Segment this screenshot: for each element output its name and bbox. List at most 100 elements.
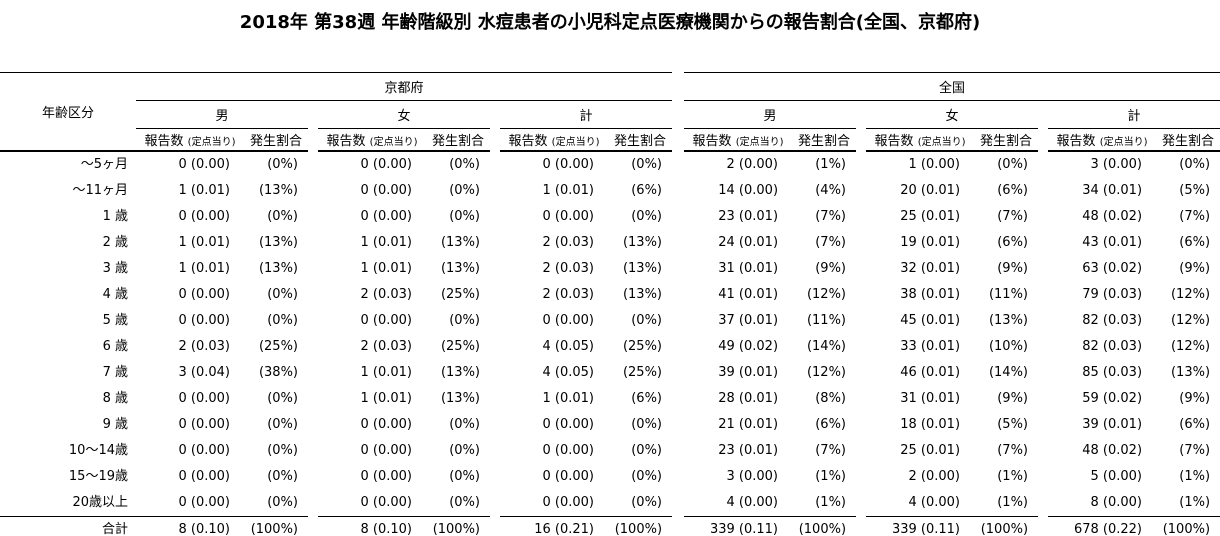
pct-cell: (100%) <box>974 516 1039 536</box>
pct-cell: (10%) <box>988 339 1029 354</box>
count-cell: 23 (0.01) <box>718 209 779 224</box>
pct-cell: (13%) <box>258 261 298 276</box>
table-row: 6 歳 2 (0.03) (25%) 2 (0.03) (25%) 4 (0.05) (25… <box>0 334 1220 360</box>
column-gap <box>490 282 500 308</box>
column-gap <box>308 517 318 536</box>
region-gap <box>672 412 684 438</box>
pct-cell: (0%) <box>449 469 480 484</box>
count-cell: 0 (0.00) <box>360 469 413 484</box>
count-cell: 39 (0.01) <box>718 365 779 380</box>
count-cell: 85 (0.03) <box>1082 365 1143 380</box>
region-gap <box>672 308 684 334</box>
column-gap <box>1038 129 1048 152</box>
age-cell: 15～19歳 <box>68 469 128 484</box>
count-cell: 21 (0.01) <box>718 417 779 432</box>
pct-cell: (0%) <box>267 391 298 406</box>
count-cell: 82 (0.03) <box>1082 313 1143 328</box>
sex-header-national-total: 計 <box>1048 100 1220 129</box>
pct-cell: (0%) <box>267 287 298 302</box>
sex-header-national-male: 男 <box>684 100 857 129</box>
column-gap <box>490 129 500 152</box>
count-cell: 1 (0.01) <box>178 235 231 250</box>
table-row: 8 歳 0 (0.00) (0%) 1 (0.01) (13%) 1 (0.01) (6%)… <box>0 386 1220 412</box>
metric-header-count: 報告数 (定点当り) <box>136 128 244 152</box>
age-cell: ～5ヶ月 <box>80 157 128 172</box>
column-gap <box>308 490 318 517</box>
table-row: ～11ヶ月 1 (0.01) (13%) 0 (0.00) (0%) 1 (0.01) (6… <box>0 178 1220 204</box>
pct-cell: (13%) <box>258 183 298 198</box>
count-cell: 0 (0.00) <box>360 417 413 432</box>
column-gap <box>856 386 866 412</box>
count-cell: 82 (0.03) <box>1082 339 1143 354</box>
count-cell: 25 (0.01) <box>900 209 961 224</box>
region-gap <box>672 438 684 464</box>
metric-header-count: 報告数 (定点当り) <box>1048 128 1157 152</box>
column-gap <box>490 334 500 360</box>
column-gap <box>856 464 866 490</box>
count-cell: 14 (0.00) <box>718 183 779 198</box>
column-gap <box>856 490 866 517</box>
pct-cell: (100%) <box>792 516 857 536</box>
pct-cell: (6%) <box>631 391 663 406</box>
region-gap <box>672 464 684 490</box>
pct-cell: (12%) <box>806 365 847 380</box>
count-cell: 1 (0.01) <box>360 235 413 250</box>
region-gap <box>672 360 684 386</box>
column-gap <box>1038 386 1048 412</box>
count-cell: 0 (0.00) <box>542 469 595 484</box>
pct-cell: (9%) <box>997 261 1029 276</box>
column-gap <box>856 334 866 360</box>
table-row: 15～19歳 0 (0.00) (0%) 0 (0.00) (0%) 0 (0.00) (0… <box>0 464 1220 490</box>
column-gap <box>1038 464 1048 490</box>
table-body: ～5ヶ月 0 (0.00) (0%) 0 (0.00) (0%) 0 (0.00) (0%)… <box>0 151 1220 536</box>
count-cell: 1 (0.01) <box>542 183 595 198</box>
count-cell: 0 (0.00) <box>178 391 231 406</box>
count-cell: 45 (0.01) <box>900 313 961 328</box>
count-cell: 2 (0.03) <box>542 235 595 250</box>
count-cell: 32 (0.01) <box>900 261 961 276</box>
metric-header-count: 報告数 (定点当り) <box>684 128 793 152</box>
count-cell: 3 (0.00) <box>1090 157 1143 172</box>
pct-cell: (14%) <box>806 339 847 354</box>
pct-cell: (8%) <box>815 391 847 406</box>
count-cell: 8 (0.10) <box>318 516 426 536</box>
count-cell: 2 (0.03) <box>542 261 595 276</box>
count-cell: 2 (0.00) <box>908 469 961 484</box>
age-cell: 6 歳 <box>102 339 128 354</box>
region-gap <box>672 151 684 178</box>
pct-cell: (0%) <box>449 209 480 224</box>
column-gap <box>490 438 500 464</box>
column-gap <box>490 151 500 178</box>
pct-cell: (13%) <box>258 235 298 250</box>
column-gap <box>308 308 318 334</box>
pct-cell: (7%) <box>997 443 1029 458</box>
column-gap <box>856 101 866 129</box>
pct-cell: (9%) <box>815 261 847 276</box>
count-cell: 0 (0.00) <box>542 417 595 432</box>
pct-cell: (9%) <box>1179 261 1211 276</box>
count-cell: 0 (0.00) <box>360 209 413 224</box>
region-gap <box>672 334 684 360</box>
region-gap <box>672 101 684 129</box>
column-gap <box>1038 360 1048 386</box>
pct-cell: (13%) <box>440 235 480 250</box>
pct-cell: (0%) <box>631 469 663 484</box>
age-cell: 10～14歳 <box>68 443 128 458</box>
pct-cell: (14%) <box>988 365 1029 380</box>
pct-cell: (13%) <box>622 261 663 276</box>
count-cell: 59 (0.02) <box>1082 391 1143 406</box>
sex-header-kyoto-male: 男 <box>136 100 308 129</box>
pct-cell: (11%) <box>988 287 1029 302</box>
metric-header-pct: 発生割合 <box>792 128 857 152</box>
pct-cell: (0%) <box>449 417 480 432</box>
table-row: 3 歳 1 (0.01) (13%) 1 (0.01) (13%) 2 (0.03) (13… <box>0 256 1220 282</box>
count-cell: 63 (0.02) <box>1082 261 1143 276</box>
pct-cell: (100%) <box>1156 516 1220 536</box>
count-cell: 3 (0.04) <box>178 365 231 380</box>
total-row: 合計 8 (0.10) (100%) 8 (0.10) (100%) 16 (0.21)(… <box>0 516 1220 536</box>
count-cell: 4 (0.00) <box>908 495 961 510</box>
pct-cell: (7%) <box>1179 209 1211 224</box>
pct-cell: (12%) <box>806 287 847 302</box>
metric-header-pct: 発生割合 <box>1156 128 1220 152</box>
